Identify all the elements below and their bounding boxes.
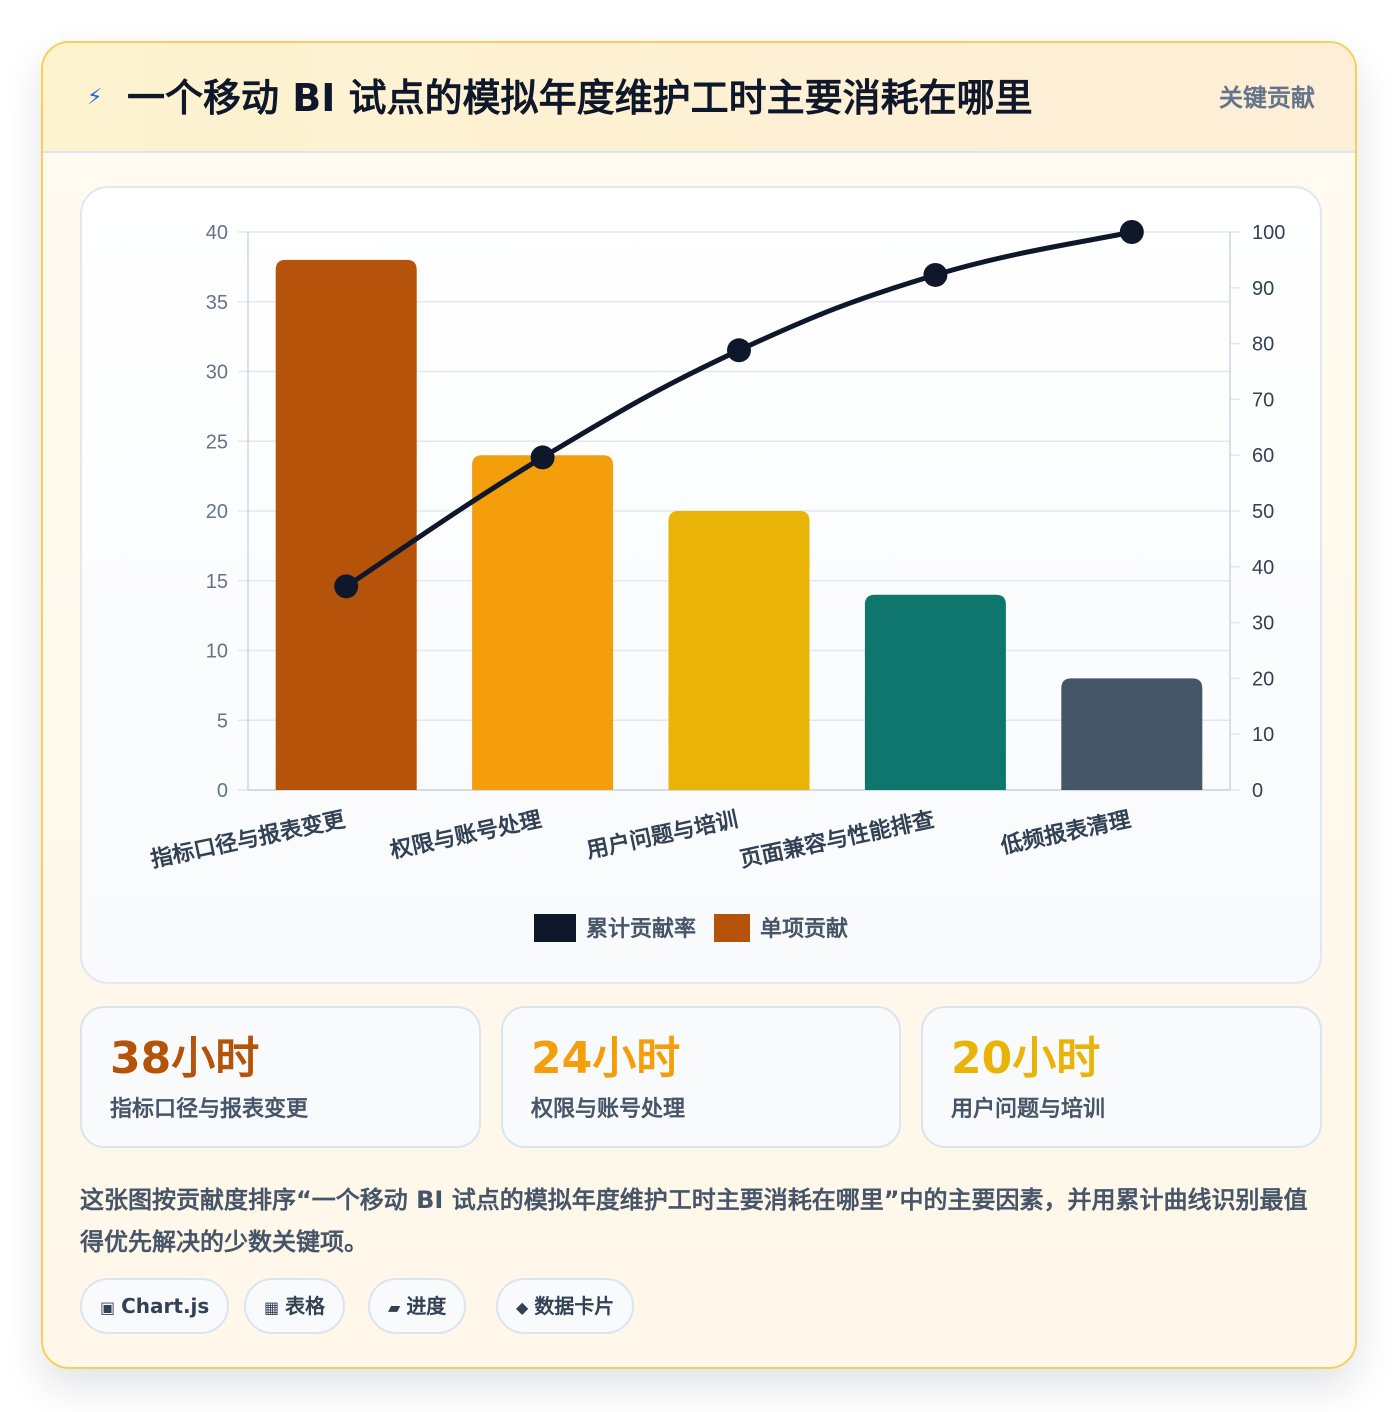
- legend-swatch-1: [534, 914, 576, 942]
- cumulative-point-3: [727, 338, 751, 363]
- bar-4: [864, 594, 1006, 790]
- cumulative-point-2: [530, 445, 555, 470]
- y-right-tick-label: 0: [1252, 780, 1263, 802]
- tag-label: Chart.js: [121, 1294, 210, 1318]
- y-right-tick-label: 100: [1252, 222, 1285, 244]
- bar-1: [275, 259, 417, 790]
- y-left-tick-label: 15: [206, 571, 228, 593]
- tag-chartjs[interactable]: ▣ Chart.js: [80, 1278, 230, 1334]
- y-left-tick-label: 25: [206, 431, 228, 453]
- y-right-tick-label: 70: [1252, 389, 1274, 411]
- y-right-tick-label: 80: [1252, 334, 1274, 356]
- stat-card-2: 24小时 权限与账号处理: [501, 1006, 901, 1148]
- cumulative-point-1: [334, 574, 359, 599]
- y-right-tick-label: 90: [1252, 278, 1274, 300]
- y-left-tick-label: 30: [206, 362, 228, 384]
- legend-label-1: 累计贡献率: [586, 916, 696, 942]
- diamond-icon: ◆: [516, 1298, 529, 1317]
- legend-swatch-2: [714, 914, 750, 942]
- chart-icon: ▣: [100, 1298, 116, 1317]
- tag-label: 数据卡片: [534, 1294, 615, 1318]
- stat-card-1: 38小时 指标口径与报表变更: [80, 1006, 481, 1148]
- y-left-tick-label: 40: [206, 222, 228, 244]
- y-left-tick-label: 0: [217, 780, 228, 802]
- header-badge: 关键贡献: [1219, 84, 1315, 112]
- bolt-icon: ⚡: [87, 85, 103, 110]
- y-right-tick-label: 30: [1252, 613, 1274, 635]
- x-tick-label: 用户问题与培训: [584, 806, 740, 863]
- y-left-tick-label: 10: [206, 641, 228, 663]
- stat-value-2: 24小时: [531, 1033, 681, 1084]
- tag-label: 进度: [406, 1294, 447, 1318]
- cumulative-point-4: [923, 262, 948, 287]
- y-left-tick-label: 20: [206, 501, 228, 523]
- y-right-tick-label: 20: [1252, 668, 1274, 690]
- bar-3: [668, 511, 810, 790]
- stat-label-2: 权限与账号处理: [531, 1097, 686, 1122]
- tag-table[interactable]: ▦ 表格: [244, 1278, 346, 1334]
- tag-label: 表格: [285, 1294, 326, 1318]
- bar-2: [472, 455, 614, 790]
- table-icon: ▦: [264, 1298, 280, 1317]
- tag-data-card[interactable]: ◆ 数据卡片: [496, 1278, 635, 1334]
- cumulative-point-5: [1119, 220, 1144, 244]
- page-title: 一个移动 BI 试点的模拟年度维护工时主要消耗在哪里: [127, 76, 1033, 120]
- stat-value-1: 38小时: [110, 1033, 260, 1084]
- x-tick-label: 权限与账号处理: [387, 806, 544, 864]
- card-header: ⚡ 一个移动 BI 试点的模拟年度维护工时主要消耗在哪里 关键贡献: [43, 43, 1355, 153]
- chart-description: 这张图按贡献度排序“一个移动 BI 试点的模拟年度维护工时主要消耗在哪里”中的主…: [80, 1186, 1308, 1256]
- x-tick-label: 页面兼容与性能排查: [738, 806, 937, 873]
- y-left-tick-label: 5: [217, 710, 228, 732]
- y-right-tick-label: 50: [1252, 501, 1274, 523]
- y-left-tick-label: 35: [206, 292, 228, 314]
- stat-label-1: 指标口径与报表变更: [110, 1097, 309, 1122]
- y-right-tick-label: 60: [1252, 445, 1274, 467]
- bar-5: [1061, 678, 1203, 790]
- stat-label-3: 用户问题与培训: [951, 1097, 1106, 1122]
- report-card: ⚡ 一个移动 BI 试点的模拟年度维护工时主要消耗在哪里 关键贡献 0 5 10 15…: [41, 41, 1357, 1369]
- x-tick-label: 低频报表清理: [998, 806, 1134, 859]
- x-tick-label: 指标口径与报表变更: [148, 806, 348, 873]
- y-right-tick-label: 10: [1252, 724, 1274, 746]
- y-right-tick-label: 40: [1252, 557, 1274, 579]
- tag-progress[interactable]: ▰ 进度: [368, 1278, 467, 1334]
- pareto-chart: 0 5 10 15 20 25 30 35 40 0 10 20 30 40 50 60 70 80 90 100 指标…: [148, 220, 1285, 942]
- chart-panel: 0 5 10 15 20 25 30 35 40 0 10 20 30 40 50 60 70 80 90 100 指标…: [80, 186, 1322, 984]
- stat-card-3: 20小时 用户问题与培训: [921, 1006, 1322, 1148]
- progress-icon: ▰: [388, 1298, 401, 1317]
- legend-label-2: 单项贡献: [760, 916, 848, 942]
- stat-value-3: 20小时: [951, 1033, 1101, 1084]
